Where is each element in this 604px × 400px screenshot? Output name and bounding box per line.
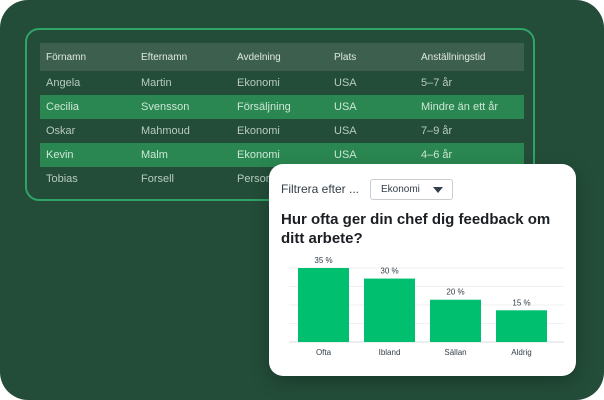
table-cell: Kevin (40, 143, 135, 167)
bar-aldrig[interactable] (496, 310, 547, 342)
column-header-lastname[interactable]: Efternamn (135, 43, 231, 71)
table-cell: Ekonomi (231, 143, 328, 167)
table-cell: Oskar (40, 119, 135, 143)
table-cell: 5–7 år (415, 71, 524, 95)
bar-ofta[interactable] (298, 268, 349, 342)
table-row: Kevin Malm Ekonomi USA 4–6 år (40, 143, 524, 167)
table-row: Angela Martin Ekonomi USA 5–7 år (40, 71, 524, 95)
table-cell: USA (328, 71, 415, 95)
table-cell: Angela (40, 71, 135, 95)
dropdown-selected-value: Ekonomi (381, 184, 420, 195)
table-cell: Martin (135, 71, 231, 95)
data-label: 20 % (446, 288, 464, 297)
table-cell: Försäljning (231, 95, 328, 119)
question-title: Hur ofta ger din chef dig feedback om di… (281, 211, 551, 247)
column-header-firstname[interactable]: Förnamn (40, 43, 135, 71)
category-label: Sällan (444, 348, 466, 357)
data-label: 30 % (380, 267, 398, 276)
data-label: 35 % (314, 256, 332, 265)
category-label: Ofta (316, 348, 332, 357)
table-cell: Ekonomi (231, 71, 328, 95)
bar-chart: 35 % Ofta 30 % Ibland 20 % Sällan 15 % Aldrig (289, 256, 564, 357)
table-cell: USA (328, 119, 415, 143)
column-header-tenure[interactable]: Anställningstid (415, 43, 524, 71)
column-header-department[interactable]: Avdelning (231, 43, 328, 71)
department-filter-dropdown[interactable]: Ekonomi (370, 179, 453, 200)
table-header-row: Förnamn Efternamn Avdelning Plats Anstäl… (40, 43, 524, 71)
table-row: Cecilia Svensson Försäljning USA Mindre … (40, 95, 524, 119)
table-cell: Forsell (135, 167, 231, 191)
category-label: Ibland (379, 348, 401, 357)
column-header-location[interactable]: Plats (328, 43, 415, 71)
table-cell: USA (328, 95, 415, 119)
table-cell: Malm (135, 143, 231, 167)
table-cell: Mahmoud (135, 119, 231, 143)
table-cell: Cecilia (40, 95, 135, 119)
feedback-chart-card: Filtrera efter ... Ekonomi Hur ofta ger … (269, 164, 576, 376)
table-row: Oskar Mahmoud Ekonomi USA 7–9 år (40, 119, 524, 143)
category-label: Aldrig (511, 348, 531, 357)
bar-ibland[interactable] (364, 278, 415, 342)
table-cell: USA (328, 143, 415, 167)
table-cell: 7–9 år (415, 119, 524, 143)
table-cell: 4–6 år (415, 143, 524, 167)
table-cell: Tobias (40, 167, 135, 191)
filter-label: Filtrera efter ... (281, 182, 360, 196)
data-label: 15 % (512, 298, 530, 307)
caret-down-icon (433, 187, 443, 193)
table-cell: Svensson (135, 95, 231, 119)
bar-sällan[interactable] (430, 299, 481, 342)
table-cell: Ekonomi (231, 119, 328, 143)
table-cell: Mindre än ett år (415, 95, 524, 119)
